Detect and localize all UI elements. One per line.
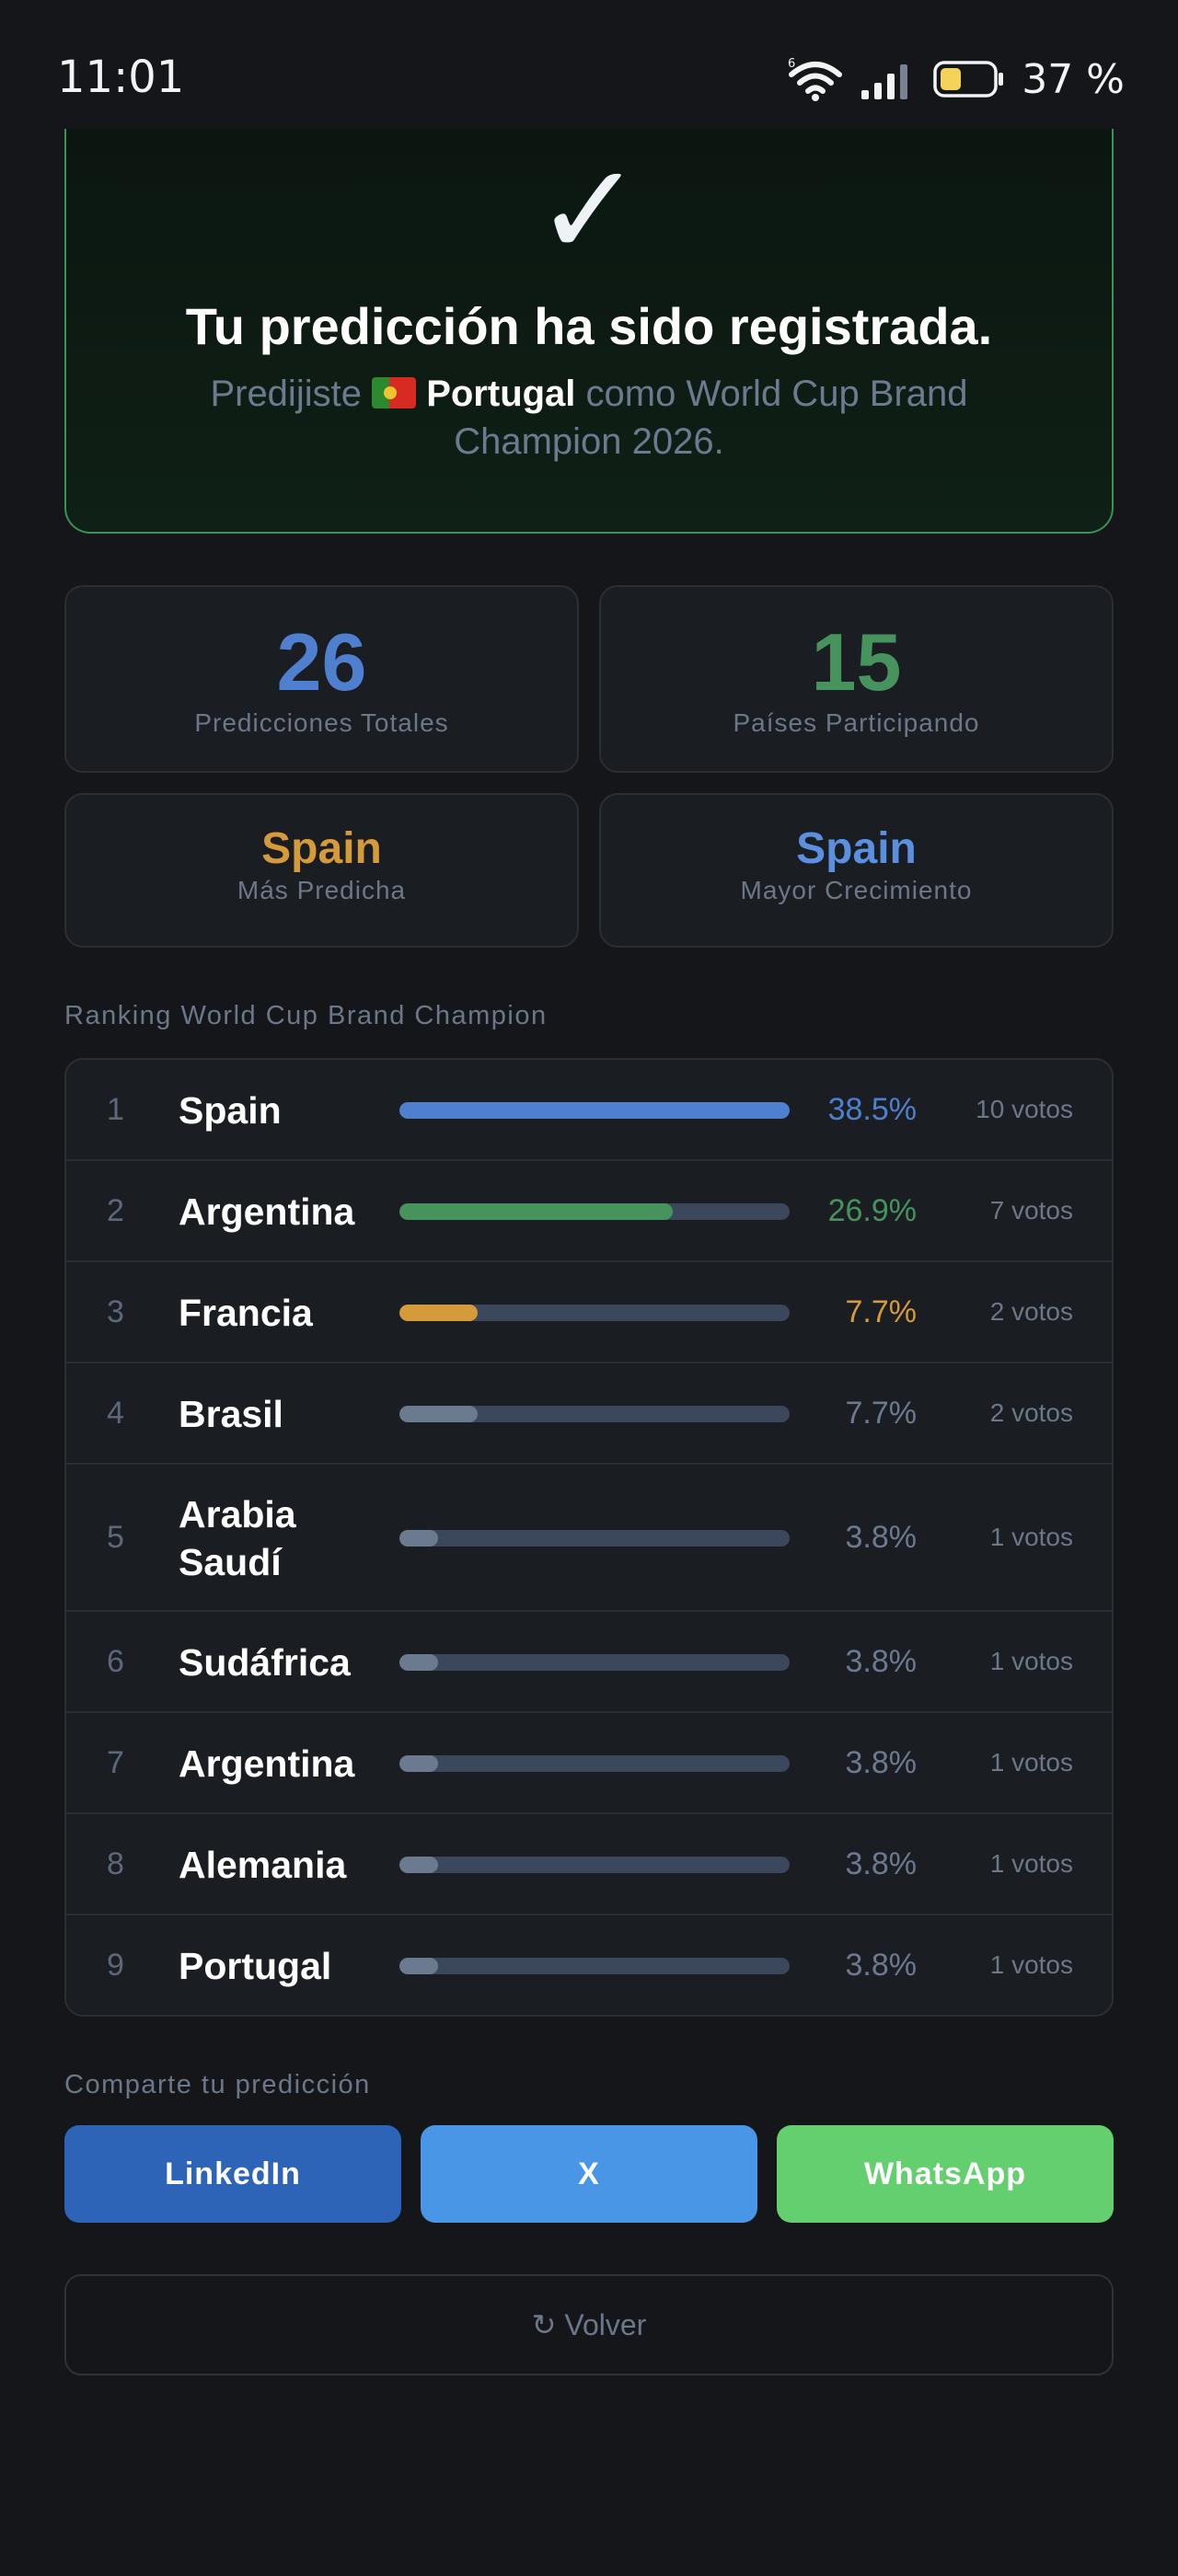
rank-number: 4 (107, 1396, 124, 1431)
prediction-confirmation-card: ✓ Tu predicción ha sido registrada. Pred… (64, 92, 1114, 534)
vote-share-bar-fill (399, 1530, 439, 1547)
rank-vote-count: 1 votos (989, 1647, 1073, 1675)
rank-country-name: Spain (179, 1089, 282, 1132)
vote-share-bar (399, 1958, 790, 1974)
share-title: Comparte tu predicción (64, 2070, 371, 2099)
rank-number: 7 (107, 1745, 124, 1780)
stat-label: Mayor Crecimiento (740, 876, 973, 904)
vote-share-bar-fill (399, 1755, 439, 1772)
vote-share-bar-fill (399, 1305, 478, 1321)
subtitle-prefix: Predijiste (210, 374, 373, 414)
status-bar: 11:01 6 37 % (0, 0, 1178, 129)
vote-share-bar-fill (399, 1406, 478, 1422)
rank-number: 3 (107, 1294, 124, 1329)
ranking-title: Ranking World Cup Brand Champion (64, 1001, 548, 1030)
subtitle-suffix: como World Cup Brand Champion 2026. (454, 374, 968, 462)
stat-label: Más Predicha (237, 876, 407, 904)
ranking-row: 3 Francia 7.7% 2 votos (66, 1262, 1112, 1363)
status-icons: 6 37 % (788, 52, 1125, 107)
rank-country-name: Brasil (179, 1393, 283, 1435)
rank-percentage: 3.8% (845, 1846, 918, 1881)
rank-vote-count: 1 votos (989, 1849, 1073, 1878)
stat-value: 15 (811, 616, 902, 707)
ranking-row: 6 Sudáfrica 3.8% 1 votos (66, 1612, 1112, 1713)
vote-share-bar (399, 1406, 790, 1422)
vote-share-bar (399, 1755, 790, 1772)
ranking-row: 9 Portugal 3.8% 1 votos (66, 1915, 1112, 2015)
back-button[interactable]: ↻ Volver (64, 2274, 1114, 2375)
vote-share-bar (399, 1857, 790, 1873)
vote-share-bar (399, 1530, 790, 1547)
rank-number: 8 (107, 1846, 124, 1881)
confirmation-subtitle: Predijiste Portugal como World Cup Brand… (167, 370, 1011, 466)
battery-icon (933, 59, 1005, 99)
rank-percentage: 3.8% (845, 1745, 918, 1780)
rank-number: 9 (107, 1948, 124, 1983)
rank-percentage: 7.7% (845, 1294, 918, 1329)
rank-vote-count: 1 votos (989, 1748, 1073, 1777)
rank-number: 6 (107, 1644, 124, 1679)
rank-number: 2 (107, 1193, 124, 1228)
ranking-row: 8 Alemania 3.8% 1 votos (66, 1814, 1112, 1915)
vote-share-bar-fill (399, 1857, 439, 1873)
ranking-row: 7 Argentina 3.8% 1 votos (66, 1713, 1112, 1814)
vote-share-bar (399, 1305, 790, 1321)
rank-vote-count: 1 votos (989, 1950, 1073, 1979)
share-whatsapp-button[interactable]: WhatsApp (777, 2125, 1114, 2223)
predicted-country: Portugal (426, 374, 576, 414)
stat-highest-growth: Spain Mayor Crecimiento (599, 793, 1114, 948)
stat-participating-countries: 15 Países Participando (599, 585, 1114, 773)
vote-share-bar-fill (399, 1203, 673, 1220)
rank-vote-count: 2 votos (989, 1297, 1073, 1326)
rank-vote-count: 7 votos (989, 1196, 1073, 1225)
checkmark-icon: ✓ (535, 136, 643, 286)
wifi-icon: 6 (788, 56, 843, 102)
stat-value: Spain (796, 824, 917, 873)
rank-country-name: Francia (179, 1292, 313, 1334)
signal-icon (860, 59, 917, 99)
rank-percentage: 3.8% (845, 1948, 918, 1983)
stat-value: 26 (276, 616, 367, 707)
stat-label: Países Participando (733, 708, 980, 737)
vote-share-bar-fill (399, 1654, 439, 1671)
rank-percentage: 38.5% (827, 1092, 917, 1127)
rank-vote-count: 1 votos (989, 1523, 1073, 1551)
rank-vote-count: 10 votos (976, 1095, 1073, 1123)
rank-percentage: 26.9% (827, 1193, 917, 1228)
portugal-flag-icon (372, 377, 417, 408)
confirmation-title: Tu predicción ha sido registrada. (185, 297, 993, 355)
rank-country-name: Argentina (179, 1742, 355, 1785)
rank-country-name: Portugal (179, 1945, 332, 1987)
stat-label: Predicciones Totales (194, 708, 449, 737)
stat-total-predictions: 26 Predicciones Totales (64, 585, 579, 773)
rank-percentage: 7.7% (845, 1396, 918, 1431)
vote-share-bar (399, 1102, 790, 1119)
stat-most-predicted: Spain Más Predicha (64, 793, 579, 948)
vote-share-bar (399, 1203, 790, 1220)
battery-percentage: 37 % (1022, 55, 1125, 103)
rank-country-name: Sudáfrica (179, 1641, 351, 1684)
rank-percentage: 3.8% (845, 1520, 918, 1555)
ranking-row: 5 Arabia Saudí 3.8% 1 votos (66, 1465, 1112, 1612)
ranking-table: 1 Spain 38.5% 10 votos 2 Argentina 26.9% 7 voto… (64, 1058, 1114, 2017)
rank-vote-count: 2 votos (989, 1398, 1073, 1427)
stat-value: Spain (261, 824, 382, 873)
rank-country-name: Argentina (179, 1190, 355, 1233)
rank-country-name: Arabia Saudí (179, 1493, 296, 1583)
vote-share-bar (399, 1654, 790, 1671)
ranking-row: 2 Argentina 26.9% 7 votos (66, 1161, 1112, 1262)
rank-number: 5 (107, 1520, 124, 1555)
rank-percentage: 3.8% (845, 1644, 918, 1679)
svg-text:6: 6 (788, 57, 795, 71)
share-x-button[interactable]: X (421, 2125, 757, 2223)
rank-country-name: Alemania (179, 1844, 347, 1886)
share-linkedin-button[interactable]: LinkedIn (64, 2125, 401, 2223)
rank-number: 1 (107, 1092, 124, 1127)
ranking-row: 1 Spain 38.5% 10 votos (66, 1060, 1112, 1161)
ranking-row: 4 Brasil 7.7% 2 votos (66, 1363, 1112, 1465)
vote-share-bar-fill (399, 1102, 790, 1119)
status-time: 11:01 (57, 52, 185, 103)
vote-share-bar-fill (399, 1958, 439, 1974)
